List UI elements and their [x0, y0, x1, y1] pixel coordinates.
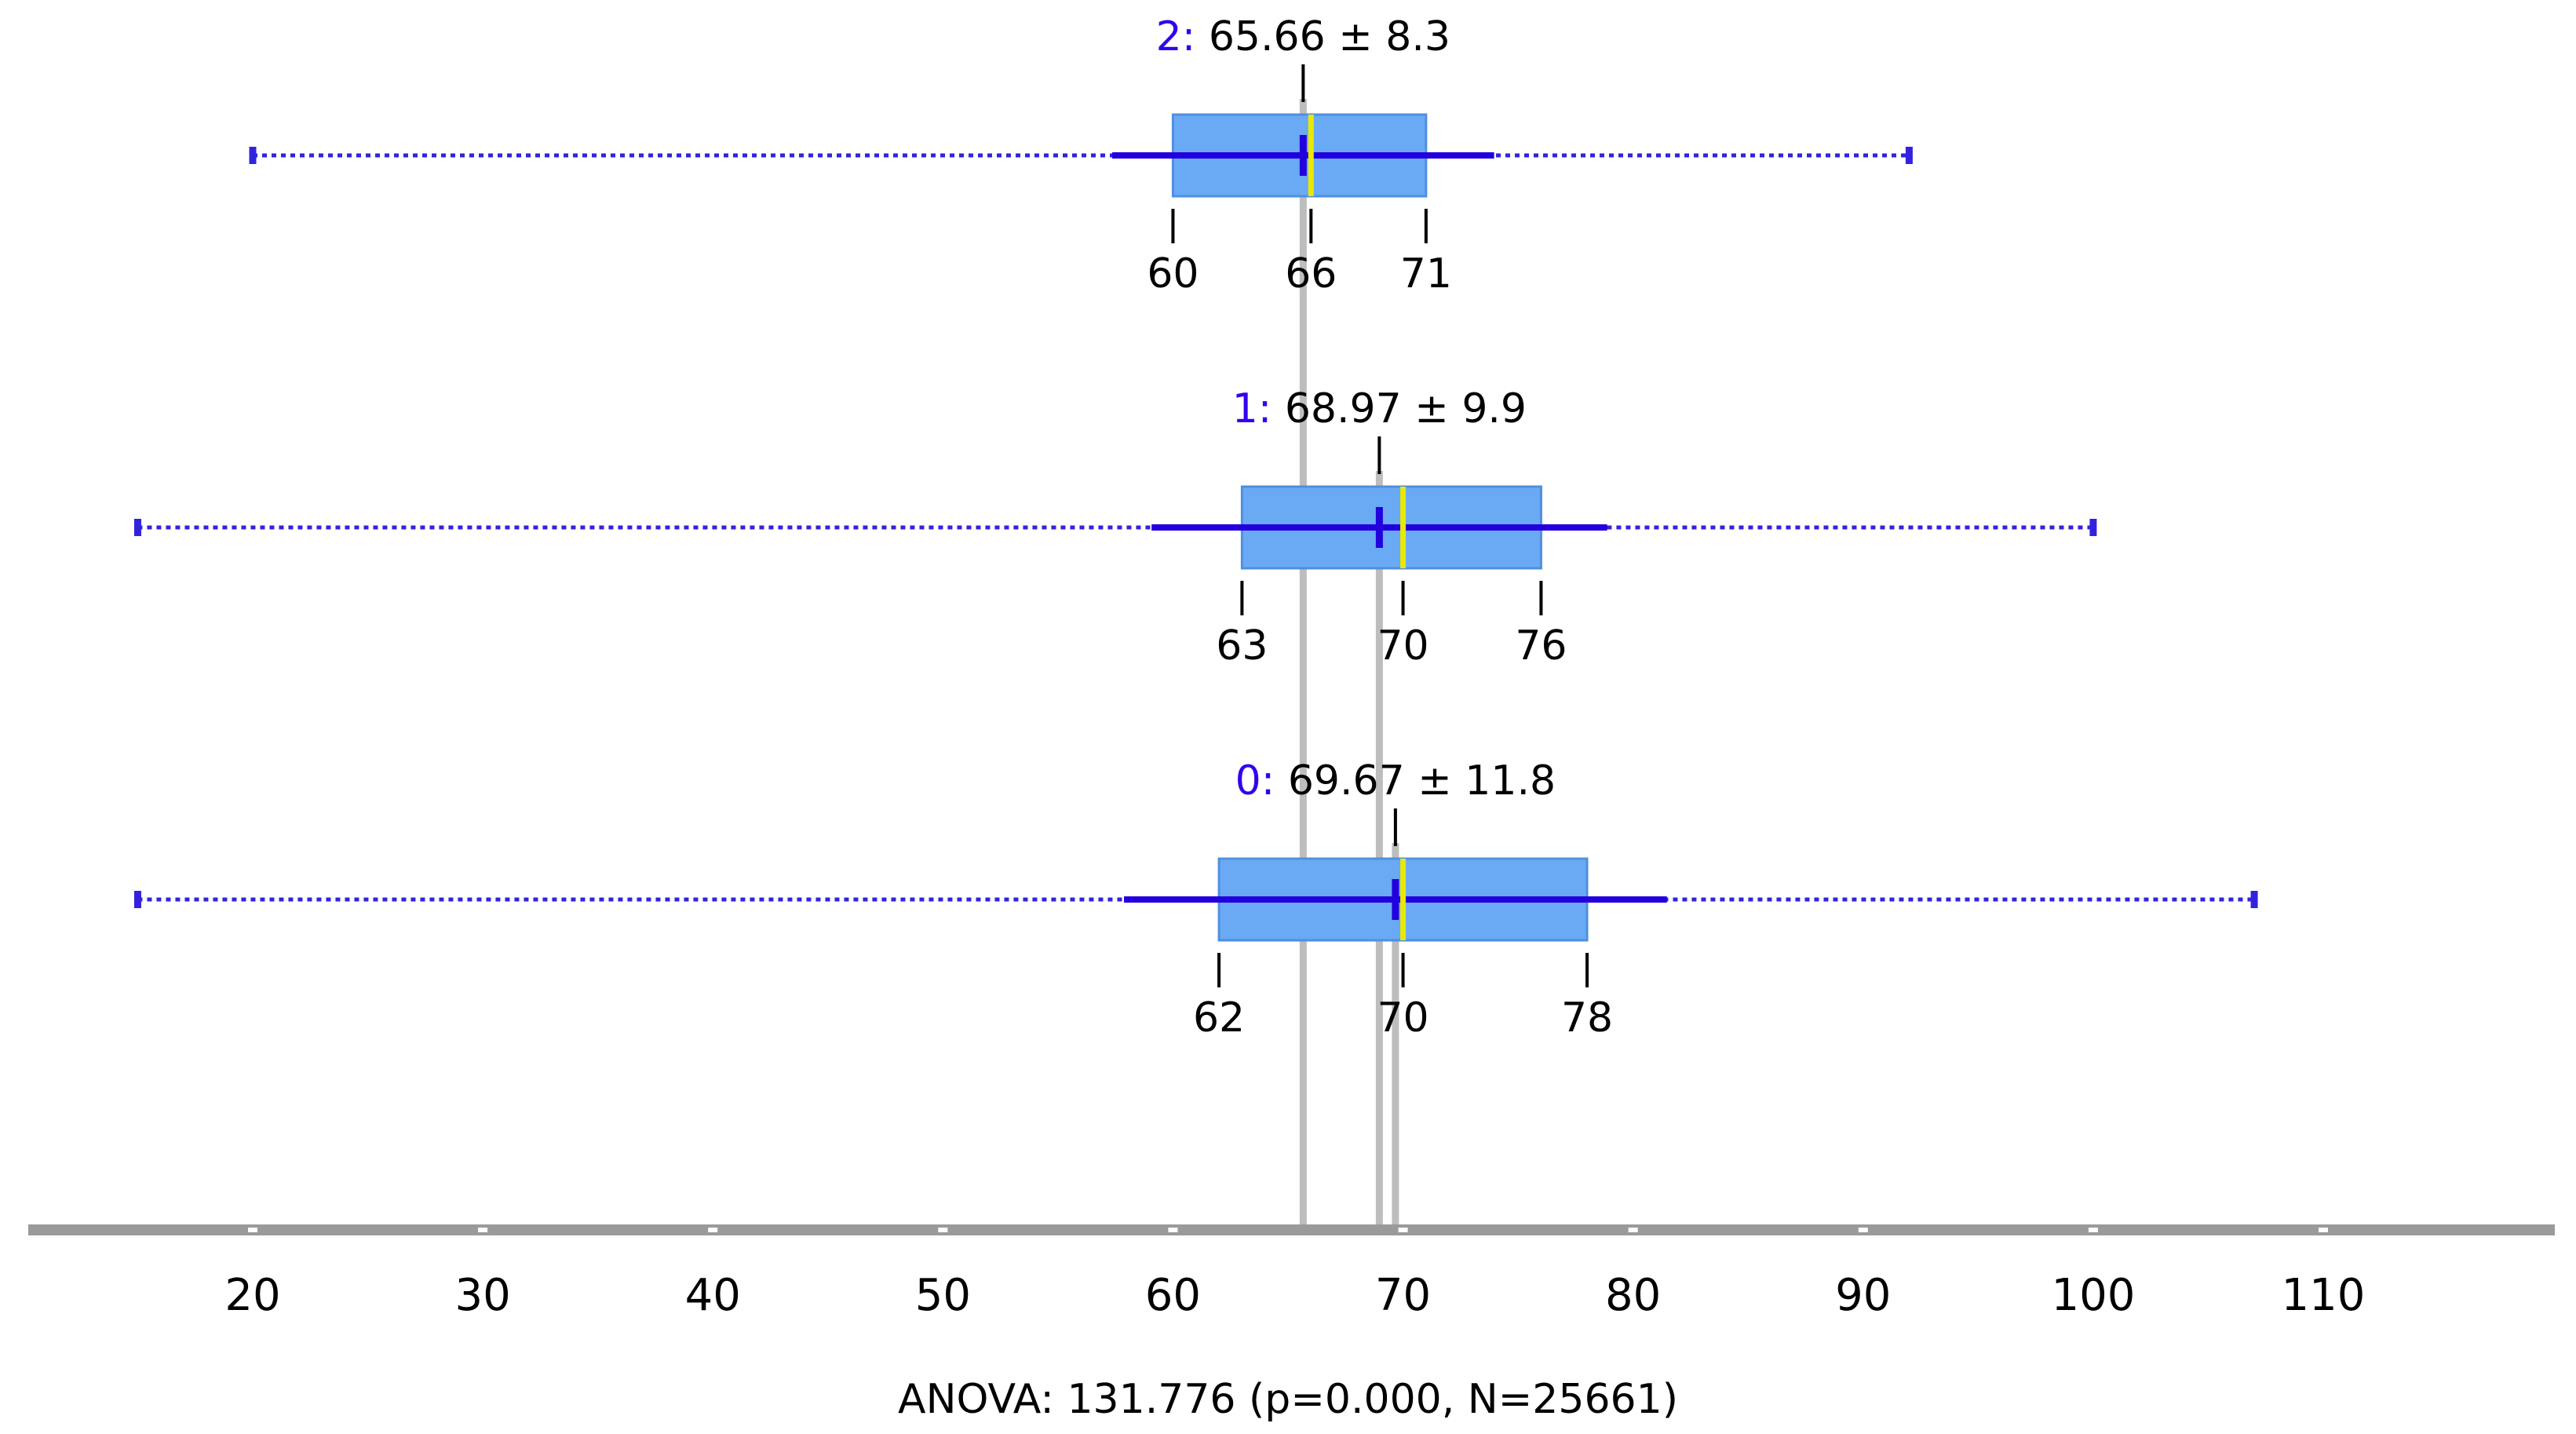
x-tick-label-40: 40 [685, 1270, 741, 1321]
box-group-0: 62 70 78 0: 69.67 ± 11.8 [133, 757, 2258, 1042]
q1-label: 63 [1216, 622, 1268, 670]
q1-label: 62 [1193, 994, 1245, 1042]
group-stats-title: 0: 69.67 ± 11.8 [1235, 757, 1556, 805]
q1-label: 60 [1147, 250, 1199, 297]
median-label: 70 [1377, 994, 1428, 1042]
median-label: 70 [1377, 622, 1428, 670]
q3-label: 76 [1515, 622, 1567, 670]
x-tick-label-80: 80 [1605, 1270, 1661, 1321]
group-stats-label: 65.66 ± 8.3 [1209, 13, 1450, 60]
anova-summary-label: ANOVA: 131.776 (p=0.000, N=25661) [898, 1376, 1678, 1423]
box-group-2: 60 66 71 2: 65.66 ± 8.3 [249, 13, 1913, 297]
x-axis: 20 30 40 50 60 70 80 90 100 110 [28, 1224, 2555, 1321]
x-tick-label-100: 100 [2051, 1270, 2135, 1321]
x-tick-label-110: 110 [2282, 1270, 2366, 1321]
median-label: 66 [1285, 250, 1337, 297]
group-id-label: 1: [1232, 385, 1285, 432]
x-tick-label-20: 20 [224, 1270, 280, 1321]
group-stats-title: 1: 68.97 ± 9.9 [1232, 385, 1527, 432]
x-tick-label-50: 50 [915, 1270, 971, 1321]
group-stats-label: 68.97 ± 9.9 [1285, 385, 1527, 432]
box-group-1: 63 70 76 1: 68.97 ± 9.9 [133, 385, 2097, 670]
x-tick-label-70: 70 [1375, 1270, 1431, 1321]
x-tick-label-60: 60 [1145, 1270, 1201, 1321]
box-groups: 60 66 71 2: 65.66 ± 8.3 63 70 76 1: 68.97 ± 9.9… [133, 13, 2258, 1042]
group-id-label: 2: [1156, 13, 1209, 60]
q3-label: 78 [1561, 994, 1613, 1042]
q3-label: 71 [1400, 250, 1452, 297]
group-stats-label: 69.67 ± 11.8 [1288, 757, 1556, 805]
x-tick-label-90: 90 [1835, 1270, 1891, 1321]
group-stats-title: 2: 65.66 ± 8.3 [1156, 13, 1450, 60]
group-id-label: 0: [1235, 757, 1288, 805]
x-tick-label-30: 30 [454, 1270, 510, 1321]
